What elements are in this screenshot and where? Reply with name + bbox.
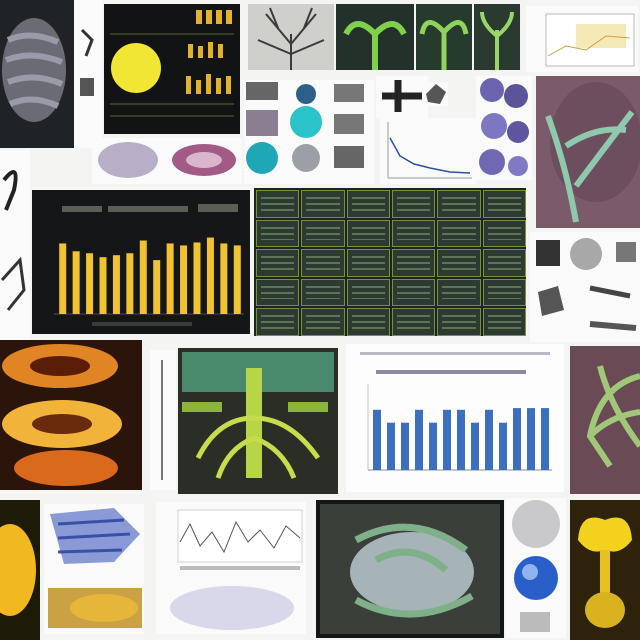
grid-cell [346,249,390,277]
pink-specimen-row [92,138,242,184]
plant-panel-1 [336,4,414,70]
bar [153,260,161,314]
grid-cell [256,190,300,218]
grid-cell [301,219,345,248]
bar [220,243,228,314]
grid-cell [392,308,436,336]
bar [99,257,107,314]
grid-cell [392,219,436,248]
grid-cell [437,278,481,307]
bar [166,243,174,314]
grid-cell [482,249,526,277]
grid-cell [346,190,390,218]
bar [499,422,507,470]
yellow-bar-chart-svg [32,190,250,334]
molecule-icons-panel [244,80,374,184]
grid-cell [482,278,526,307]
grid-cell [392,249,436,277]
ruler-strip [150,350,176,490]
bar [86,253,94,314]
right-specimen-column [530,232,640,342]
orange-heart-panel [0,340,142,490]
bar [112,255,120,314]
bar [233,245,241,314]
bar [415,409,423,470]
bar [206,237,214,314]
grid-cell [301,308,345,336]
bar [429,422,437,470]
bar [72,251,80,314]
blue-fish-panel [44,504,144,634]
yellow-organ-panel [0,500,40,640]
grid-cell [301,190,345,218]
bar [471,422,479,470]
green-grid-dashboard [254,188,526,336]
blue-bar-chart [346,344,564,492]
green-vein-panel [570,346,640,494]
purple-cells-panel [476,76,532,180]
left-sketch-column [0,150,30,340]
brain-scan-panel [0,0,74,148]
bar [59,243,67,314]
grid-cell [256,249,300,277]
nerve-tree-panel [248,4,334,70]
line-chart-panel-top [526,6,638,72]
cross-icon-panel [376,76,428,118]
spine-diagram [178,348,338,494]
bar [457,409,465,470]
grid-cell [346,219,390,248]
bar [193,242,201,314]
bar [527,408,535,470]
bar [401,422,409,470]
grid-cell [346,308,390,336]
waveform-panel [156,502,306,634]
grid-cell [437,308,481,336]
bar [373,409,381,470]
grid-cell [392,278,436,307]
plant-panel-2 [416,4,472,70]
grid-cell [437,219,481,248]
bar [139,240,147,314]
bar [443,409,451,470]
line-chart-panel [380,118,476,184]
yellow-bar-dashboard [104,4,240,134]
bar [180,245,188,314]
blue-bar-chart-svg [346,344,564,492]
small-icons-column [74,0,102,148]
grid-cell [437,249,481,277]
spheres-panel [506,498,566,638]
organ-render-panel [316,500,504,638]
yellow-flower-panel [570,500,640,640]
grid-cell [392,190,436,218]
grid-cell [346,278,390,307]
gray-blob-panel [424,82,448,106]
plant-panel-3 [474,4,520,70]
grid-cell [437,190,481,218]
bar [387,422,395,470]
grid-cell [256,278,300,307]
grid-cell [301,249,345,277]
grid-cell [482,219,526,248]
bar [541,408,549,470]
grid-cell [482,190,526,218]
grid-cell [301,278,345,307]
grid-cell [482,308,526,336]
lung-leaf-panel [536,76,640,228]
bar [485,409,493,470]
grid-cell [256,308,300,336]
grid-cell [256,219,300,248]
bar [513,408,521,470]
bar [126,253,134,314]
yellow-bar-chart [32,190,250,334]
